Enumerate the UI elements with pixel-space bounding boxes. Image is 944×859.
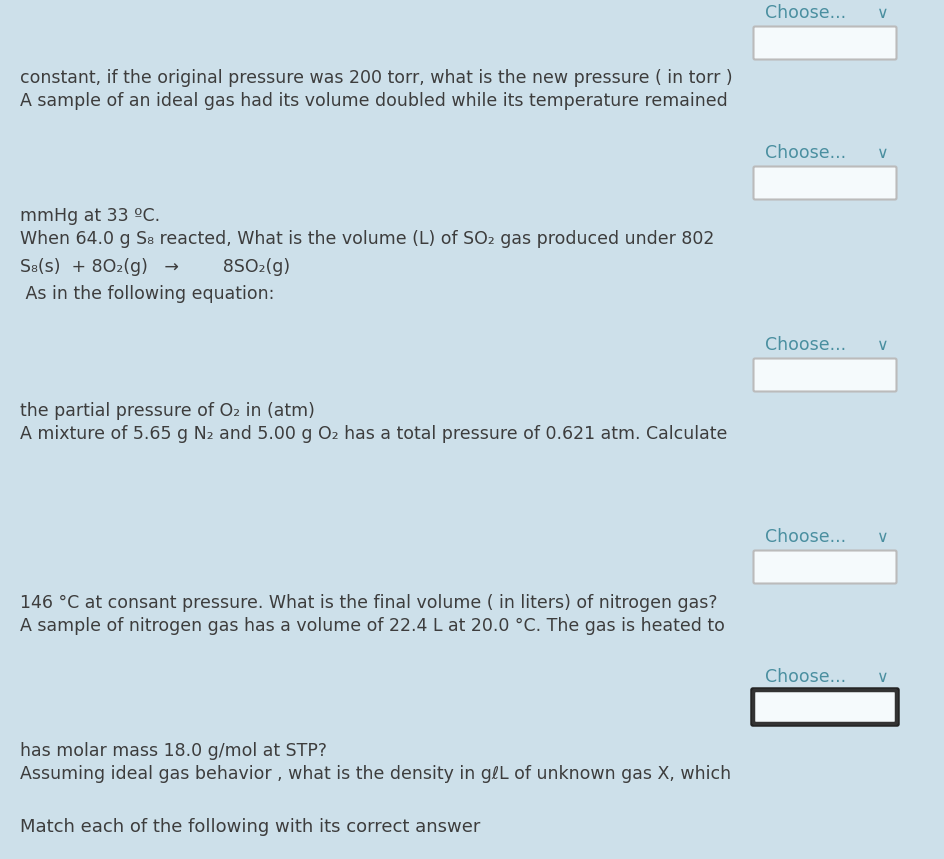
Text: S₈(s)  + 8O₂(g)   →        8SO₂(g): S₈(s) + 8O₂(g) → 8SO₂(g) (20, 258, 290, 276)
Text: 146 °C at consant pressure. What is the final volume ( in liters) of nitrogen ga: 146 °C at consant pressure. What is the … (20, 594, 716, 612)
Text: ∨: ∨ (876, 529, 887, 545)
Text: Match each of the following with its correct answer: Match each of the following with its cor… (20, 818, 480, 836)
Text: A sample of nitrogen gas has a volume of 22.4 L at 20.0 °C. The gas is heated to: A sample of nitrogen gas has a volume of… (20, 617, 724, 635)
FancyBboxPatch shape (752, 167, 896, 199)
Text: Choose...: Choose... (765, 144, 845, 162)
Text: Choose...: Choose... (765, 528, 845, 546)
Text: Choose...: Choose... (765, 336, 845, 354)
Text: When 64.0 g S₈ reacted, What is the volume (L) of SO₂ gas produced under 802: When 64.0 g S₈ reacted, What is the volu… (20, 230, 714, 248)
Text: ∨: ∨ (876, 145, 887, 161)
Text: ∨: ∨ (876, 669, 887, 685)
Text: constant, if the original pressure was 200 torr, what is the new pressure ( in t: constant, if the original pressure was 2… (20, 69, 732, 87)
Text: mmHg at 33 ºC.: mmHg at 33 ºC. (20, 207, 160, 225)
FancyBboxPatch shape (752, 551, 896, 583)
Text: A mixture of 5.65 g N₂ and 5.00 g O₂ has a total pressure of 0.621 atm. Calculat: A mixture of 5.65 g N₂ and 5.00 g O₂ has… (20, 425, 727, 443)
Text: Choose...: Choose... (765, 668, 845, 686)
Text: has molar mass 18.0 g/mol at STP?: has molar mass 18.0 g/mol at STP? (20, 742, 327, 760)
Text: ∨: ∨ (876, 338, 887, 352)
Text: Choose...: Choose... (765, 4, 845, 22)
FancyBboxPatch shape (752, 358, 896, 392)
Text: the partial pressure of O₂ in (atm): the partial pressure of O₂ in (atm) (20, 402, 314, 420)
FancyBboxPatch shape (752, 691, 896, 723)
Text: ∨: ∨ (876, 5, 887, 21)
FancyBboxPatch shape (752, 27, 896, 59)
Text: Assuming ideal gas behavior , what is the density in gℓL of unknown gas X, which: Assuming ideal gas behavior , what is th… (20, 765, 731, 783)
Text: As in the following equation:: As in the following equation: (20, 285, 274, 303)
Text: A sample of an ideal gas had its volume doubled while its temperature remained: A sample of an ideal gas had its volume … (20, 92, 727, 110)
